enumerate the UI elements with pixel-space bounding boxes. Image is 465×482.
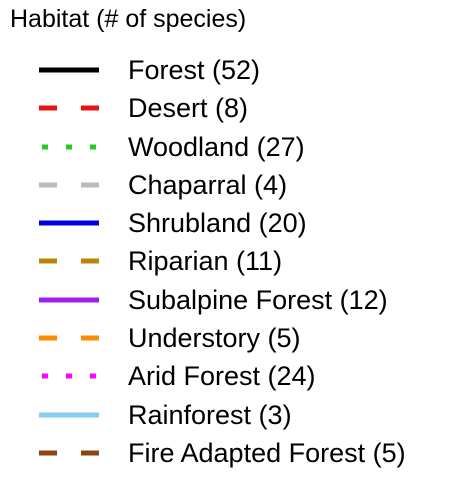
legend-item: Arid Forest (24) xyxy=(0,358,465,396)
legend-label: Riparian (11) xyxy=(128,246,283,277)
legend-label: Rainforest (3) xyxy=(128,399,292,430)
line-swatch-svg xyxy=(39,297,99,303)
legend-item: Woodland (27) xyxy=(0,129,465,167)
line-swatch xyxy=(36,96,104,120)
legend-item: Fire Adapted Forest (5) xyxy=(0,435,465,473)
line-swatch-svg xyxy=(42,373,99,379)
legend-item: Riparian (11) xyxy=(0,243,465,281)
legend-item: Forest (52) xyxy=(0,52,465,90)
legend-item: Rainforest (3) xyxy=(0,397,465,435)
line-swatch xyxy=(36,58,104,82)
legend-label: Desert (8) xyxy=(128,93,249,124)
legend-item: Chaparral (4) xyxy=(0,167,465,205)
line-swatch-svg xyxy=(42,144,99,150)
line-swatch xyxy=(36,173,104,197)
line-swatch xyxy=(36,364,104,388)
line-swatch-svg xyxy=(39,450,99,456)
line-swatch xyxy=(36,403,104,427)
line-swatch-svg xyxy=(39,105,99,111)
legend-title: Habitat (# of species) xyxy=(10,5,247,33)
legend-label: Arid Forest (24) xyxy=(128,361,316,392)
legend-item: Subalpine Forest (12) xyxy=(0,282,465,320)
legend-label: Chaparral (4) xyxy=(128,169,288,200)
legend-label: Shrubland (20) xyxy=(128,208,307,239)
legend-item: Shrubland (20) xyxy=(0,205,465,243)
line-swatch-svg xyxy=(39,335,99,341)
legend-label: Fire Adapted Forest (5) xyxy=(128,437,406,468)
line-swatch-svg xyxy=(39,258,99,264)
line-swatch-svg xyxy=(39,67,99,73)
line-swatch xyxy=(36,249,104,273)
legend-label: Woodland (27) xyxy=(128,131,305,162)
line-swatch xyxy=(36,441,104,465)
line-swatch xyxy=(36,288,104,312)
line-swatch xyxy=(36,326,104,350)
line-swatch xyxy=(36,135,104,159)
legend-item: Desert (8) xyxy=(0,90,465,128)
line-swatch xyxy=(36,211,104,235)
legend-label: Forest (52) xyxy=(128,55,261,85)
line-swatch-svg xyxy=(39,412,99,418)
legend-label: Subalpine Forest (12) xyxy=(128,284,388,315)
legend-items: Forest (52) Desert (8) Woodland (27) Cha… xyxy=(0,52,465,473)
line-swatch-svg xyxy=(39,182,99,188)
line-swatch-svg xyxy=(39,220,99,226)
legend-label: Understory (5) xyxy=(128,323,301,354)
legend-item: Understory (5) xyxy=(0,320,465,358)
